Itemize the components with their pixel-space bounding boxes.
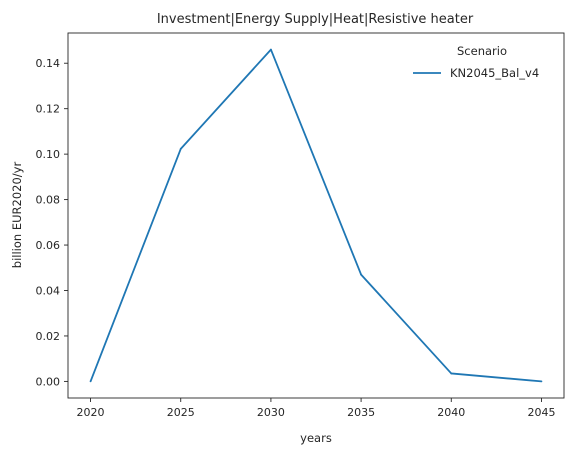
x-tick-label: 2030 <box>257 406 285 419</box>
x-tick-label: 2020 <box>77 406 105 419</box>
x-axis: 2020 2025 2030 2035 2040 2045 <box>77 398 555 419</box>
x-tick-label: 2040 <box>437 406 465 419</box>
x-tick-label: 2045 <box>527 406 555 419</box>
legend: Scenario KN2045_Bal_v4 <box>413 44 539 80</box>
series-point <box>360 273 362 276</box>
series-group <box>89 48 543 383</box>
series-point <box>540 380 543 383</box>
x-tick-label: 2025 <box>167 406 195 419</box>
y-tick-label: 0.14 <box>36 57 61 70</box>
y-tick-label: 0.00 <box>36 375 61 388</box>
chart-title: Investment|Energy Supply|Heat|Resistive … <box>157 12 474 27</box>
y-axis-label: billion EUR2020/yr <box>10 162 24 269</box>
y-axis: 0.00 0.02 0.04 0.06 0.08 0.10 0.12 0.14 <box>36 57 68 388</box>
y-tick-label: 0.06 <box>36 239 61 252</box>
y-tick-label: 0.10 <box>36 148 61 161</box>
plot-area-frame <box>67 32 565 399</box>
y-tick-label: 0.12 <box>36 103 61 116</box>
series-line <box>89 48 542 383</box>
legend-label: KN2045_Bal_v4 <box>450 66 539 80</box>
series-point <box>89 380 92 383</box>
y-tick-label: 0.08 <box>36 194 61 207</box>
x-axis-label: years <box>300 431 332 445</box>
x-tick-label: 2035 <box>347 406 375 419</box>
series-point <box>179 148 182 150</box>
y-tick-label: 0.02 <box>36 330 61 343</box>
legend-title: Scenario <box>457 44 507 58</box>
series-point <box>270 48 272 51</box>
y-tick-label: 0.04 <box>36 285 61 298</box>
series-point <box>450 372 453 375</box>
